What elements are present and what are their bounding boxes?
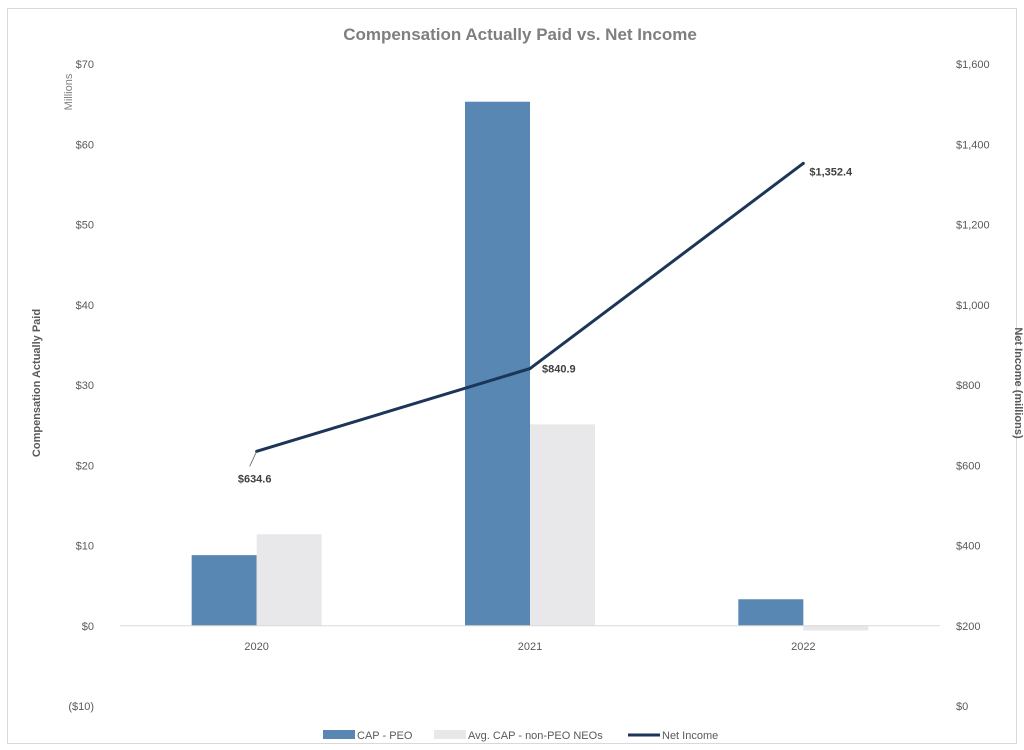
y-axis-ticks: ($10) $0 $10 $20 $30 $40 $50 $60 $70 [68,59,94,713]
net-income-line-series: $634.6 $840.9 $1,352.4 [238,161,853,485]
bar-avg-cap-non-peo-neos-2020 [256,534,322,626]
x-axis-ticks: 2020 2021 2022 [244,641,815,653]
legend-swatch-avg-cap-non-peo-neos [434,730,466,739]
legend: CAP - PEO Avg. CAP - non-PEO NEOs Net Inco… [323,730,718,742]
y-axis-unit: Millions [63,73,75,110]
y2-tick-label: $1,200 [956,220,990,232]
y-tick-label: $0 [82,621,94,633]
y-tick-label: $50 [76,220,94,232]
y-tick-label: ($10) [68,701,94,713]
y2-tick-label: $0 [956,701,968,713]
y-tick-label: $20 [76,460,94,472]
y2-tick-label: $600 [956,460,980,472]
net-income-point-2021 [528,367,532,371]
net-income-data-label: $634.6 [238,473,272,485]
data-label-leader-line [249,451,258,467]
y-tick-label: $60 [76,139,94,151]
bar-avg-cap-non-peo-neos-2021 [530,424,595,626]
chart-title: Compensation Actually Paid vs. Net Incom… [343,25,697,44]
bar-cap-peo-2022 [738,599,804,626]
bars [191,101,869,631]
y-tick-label: $10 [76,541,94,553]
y-axis-title: Compensation Actually Paid [31,309,43,457]
net-income-data-label: $840.9 [542,364,576,376]
y2-tick-label: $800 [956,380,980,392]
x-tick-label: 2022 [791,641,815,653]
x-tick-label: 2020 [244,641,268,653]
y2-tick-label: $400 [956,541,980,553]
y2-tick-label: $1,000 [956,300,990,312]
x-tick-label: 2021 [518,641,542,653]
legend-label: CAP - PEO [357,730,413,742]
net-income-data-label: $1,352.4 [809,166,853,178]
y2-tick-label: $200 [956,621,980,633]
y2-tick-label: $1,600 [956,59,990,71]
bar-cap-peo-2020 [191,555,257,626]
y2-tick-label: $1,400 [956,139,990,151]
net-income-point-2022 [801,161,805,165]
legend-swatch-cap-peo [323,730,355,739]
bar-cap-peo-2021 [465,101,530,626]
legend-label: Avg. CAP - non-PEO NEOs [468,730,603,742]
y2-axis-title: Net Income (millions) [1012,327,1024,439]
y-tick-label: $30 [76,380,94,392]
y-tick-label: $70 [76,59,94,71]
bar-avg-cap-non-peo-neos-2022 [803,625,869,631]
legend-label: Net Income [662,730,718,742]
y-tick-label: $40 [76,300,94,312]
y2-axis-ticks: $0 $200 $400 $600 $800 $1,000 $1,200 $1,400 $1,6… [956,59,990,713]
